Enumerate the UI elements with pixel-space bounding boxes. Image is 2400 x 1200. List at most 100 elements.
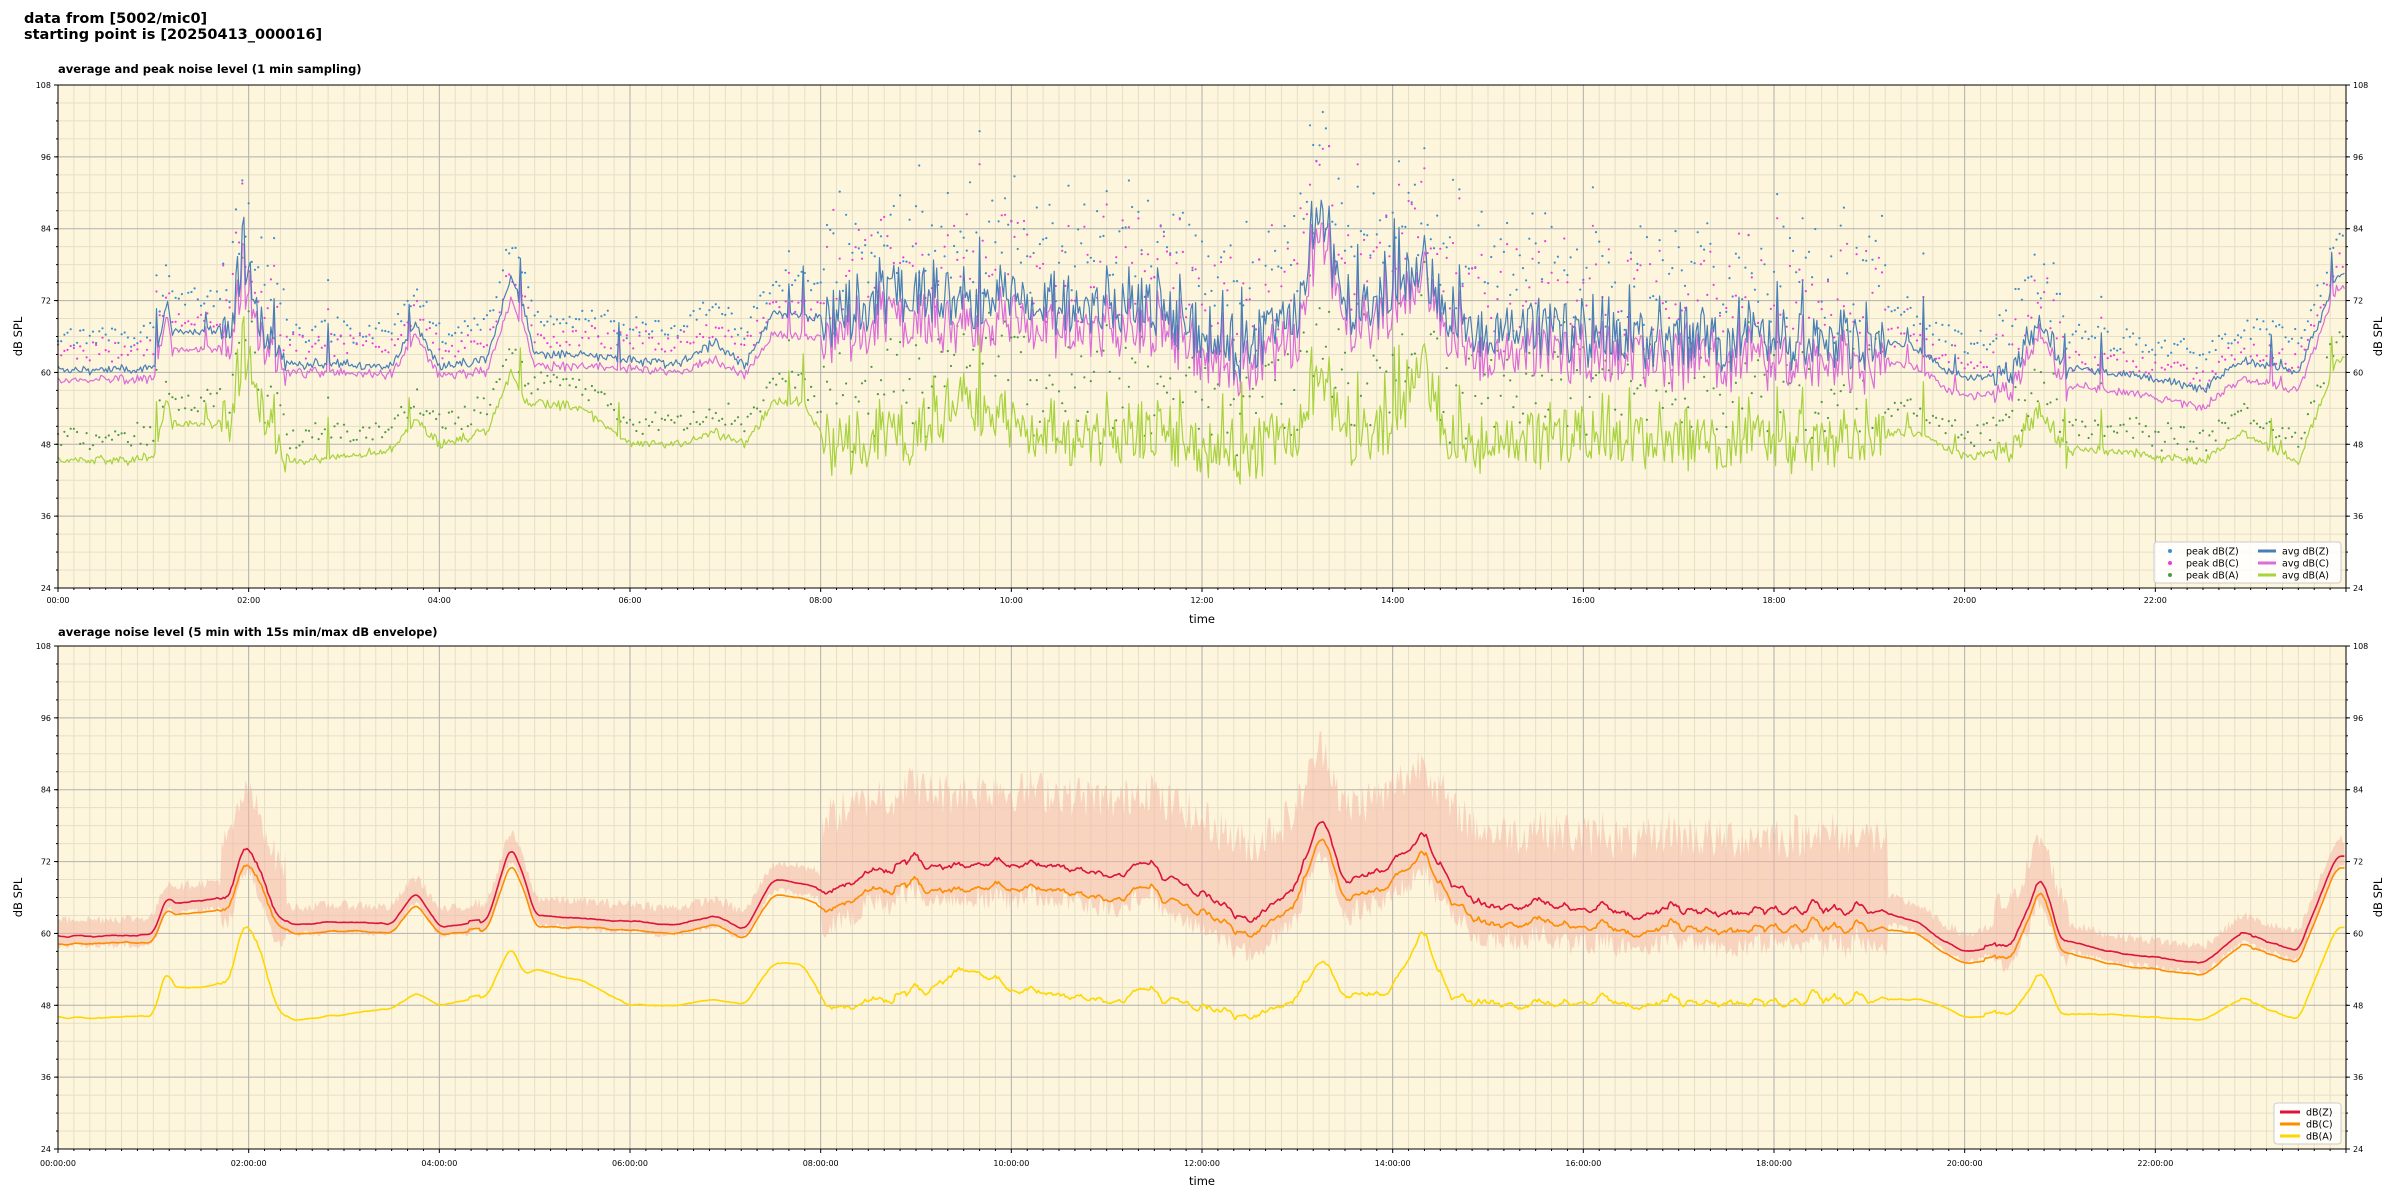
peak-point bbox=[546, 320, 549, 323]
peak-point bbox=[775, 280, 778, 283]
peak-point bbox=[320, 346, 323, 349]
peak-point bbox=[187, 394, 190, 397]
peak-point bbox=[2030, 275, 2033, 278]
peak-point bbox=[600, 391, 603, 394]
peak-point bbox=[549, 315, 552, 318]
peak-point bbox=[838, 257, 841, 260]
peak-point bbox=[2271, 320, 2274, 323]
peak-point bbox=[1016, 247, 1019, 251]
series-line-3 bbox=[57, 316, 2345, 485]
peak-point bbox=[549, 380, 552, 383]
peak-point bbox=[552, 323, 555, 326]
peak-point bbox=[794, 310, 797, 313]
peak-point bbox=[949, 276, 953, 279]
peak-point bbox=[1906, 296, 1909, 299]
peak-point bbox=[1436, 252, 1439, 256]
peak-point bbox=[1874, 239, 1877, 242]
peak-point bbox=[1118, 313, 1121, 316]
peak-point bbox=[199, 396, 203, 399]
peak-point bbox=[219, 297, 222, 301]
peak-point bbox=[1801, 279, 1804, 282]
peak-point bbox=[1461, 285, 1464, 288]
peak-point bbox=[981, 292, 984, 295]
peak-point bbox=[2093, 356, 2097, 359]
peak-point bbox=[1343, 351, 1347, 354]
peak-point bbox=[733, 419, 737, 422]
peak-point bbox=[1318, 163, 1321, 166]
peak-point bbox=[997, 220, 1000, 223]
peak-point bbox=[1318, 307, 1321, 310]
peak-point bbox=[1528, 286, 1531, 289]
peak-point bbox=[946, 349, 949, 353]
peak-point bbox=[2023, 399, 2027, 402]
peak-point bbox=[1664, 390, 1668, 393]
peak-point bbox=[1626, 259, 1629, 262]
peak-point bbox=[2230, 414, 2233, 417]
peak-point bbox=[536, 310, 539, 313]
peak-point bbox=[349, 440, 352, 443]
peak-point bbox=[317, 339, 320, 342]
peak-point bbox=[276, 392, 279, 395]
peak-point bbox=[1064, 251, 1067, 254]
peak-point bbox=[740, 327, 743, 330]
peak-point bbox=[1598, 371, 1601, 374]
peak-point bbox=[1915, 414, 1919, 417]
peak-point bbox=[98, 436, 101, 439]
peak-point bbox=[1954, 344, 1957, 347]
peak-point bbox=[1807, 250, 1811, 253]
peak-point bbox=[1811, 283, 1814, 286]
peak-point bbox=[1038, 420, 1041, 423]
peak-point bbox=[1461, 282, 1464, 285]
peak-point bbox=[463, 346, 466, 349]
peak-point bbox=[517, 256, 520, 259]
peak-point bbox=[1350, 423, 1353, 426]
peak-point bbox=[1982, 344, 1985, 347]
peak-point bbox=[717, 306, 721, 309]
peak-point bbox=[1588, 277, 1591, 280]
peak-point bbox=[2309, 401, 2313, 404]
peak-point bbox=[1645, 236, 1648, 239]
peak-point bbox=[597, 335, 600, 338]
peak-point bbox=[2201, 353, 2205, 356]
peak-point bbox=[298, 327, 301, 330]
peak-point bbox=[2290, 435, 2294, 438]
peak-point bbox=[1318, 144, 1321, 147]
peak-point bbox=[1038, 243, 1041, 246]
peak-point bbox=[133, 337, 136, 340]
peak-point bbox=[1048, 374, 1051, 377]
peak-point bbox=[2192, 351, 2195, 354]
peak-point bbox=[1636, 269, 1639, 272]
peak-point bbox=[2116, 431, 2119, 434]
peak-point bbox=[1931, 333, 1934, 336]
peak-point bbox=[2198, 431, 2201, 435]
peak-point bbox=[1385, 370, 1388, 373]
peak-point bbox=[1169, 377, 1172, 380]
y-tick-label: 72 bbox=[41, 297, 51, 306]
peak-point bbox=[1153, 275, 1156, 279]
peak-point bbox=[1842, 305, 1845, 308]
peak-point bbox=[736, 356, 740, 359]
peak-point bbox=[1305, 200, 1308, 203]
peak-point bbox=[508, 348, 511, 351]
peak-point bbox=[1153, 414, 1156, 417]
peak-point bbox=[2125, 328, 2128, 331]
peak-point bbox=[231, 240, 234, 244]
peak-point bbox=[2033, 253, 2036, 256]
peak-point bbox=[702, 335, 705, 339]
peak-point bbox=[282, 288, 285, 291]
peak-point bbox=[1779, 285, 1782, 288]
peak-point bbox=[673, 346, 676, 349]
peak-point bbox=[419, 412, 422, 415]
peak-point bbox=[1903, 310, 1906, 313]
peak-point bbox=[2112, 430, 2116, 433]
peak-point bbox=[1156, 258, 1159, 261]
peak-point bbox=[2074, 418, 2077, 421]
peak-point bbox=[377, 425, 381, 428]
peak-point bbox=[139, 331, 142, 334]
peak-point bbox=[724, 335, 727, 338]
peak-point bbox=[867, 295, 870, 298]
peak-point bbox=[1086, 253, 1089, 256]
peak-point bbox=[778, 284, 781, 287]
peak-point bbox=[123, 331, 126, 334]
peak-point bbox=[641, 321, 644, 324]
